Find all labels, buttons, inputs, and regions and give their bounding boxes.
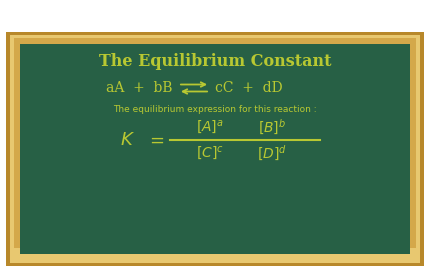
Text: $[D]^d$: $[D]^d$: [257, 143, 287, 163]
Text: The Equilibrium Constant: The Equilibrium Constant: [99, 53, 331, 71]
Text: The equilibrium expression for this reaction :: The equilibrium expression for this reac…: [113, 106, 317, 115]
Bar: [20, 44, 410, 254]
Text: $=$: $=$: [146, 131, 164, 149]
Bar: [10, 35, 420, 263]
Bar: [14, 38, 416, 260]
Text: $[C]^c$: $[C]^c$: [196, 144, 224, 162]
Text: cC  +  dD: cC + dD: [215, 81, 283, 95]
Text: $K$: $K$: [120, 131, 135, 149]
Bar: [6, 32, 424, 266]
Text: aA  +  bB: aA + bB: [105, 81, 172, 95]
Text: $[A]^a$: $[A]^a$: [196, 118, 224, 136]
Bar: [14, 248, 416, 260]
Text: $[B]^b$: $[B]^b$: [258, 117, 286, 137]
